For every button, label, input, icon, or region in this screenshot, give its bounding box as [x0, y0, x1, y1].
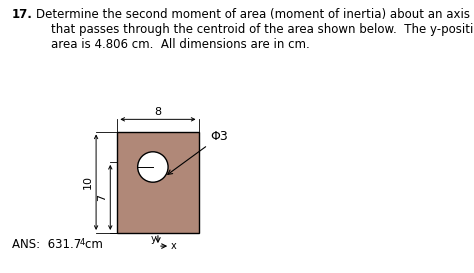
Text: ANS:  631.7 cm: ANS: 631.7 cm — [12, 238, 103, 251]
Text: 4: 4 — [79, 238, 84, 247]
Bar — [118, 132, 199, 233]
Text: 17.: 17. — [12, 8, 33, 21]
Text: Φ3: Φ3 — [168, 130, 228, 174]
Text: Determine the second moment of area (moment of inertia) about an axis parallel t: Determine the second moment of area (mom… — [36, 8, 474, 51]
Text: 10: 10 — [83, 175, 93, 189]
Text: x: x — [171, 241, 177, 251]
Text: 8: 8 — [155, 107, 162, 117]
Text: y: y — [151, 234, 156, 244]
Text: 7: 7 — [97, 194, 107, 201]
Circle shape — [137, 152, 168, 182]
